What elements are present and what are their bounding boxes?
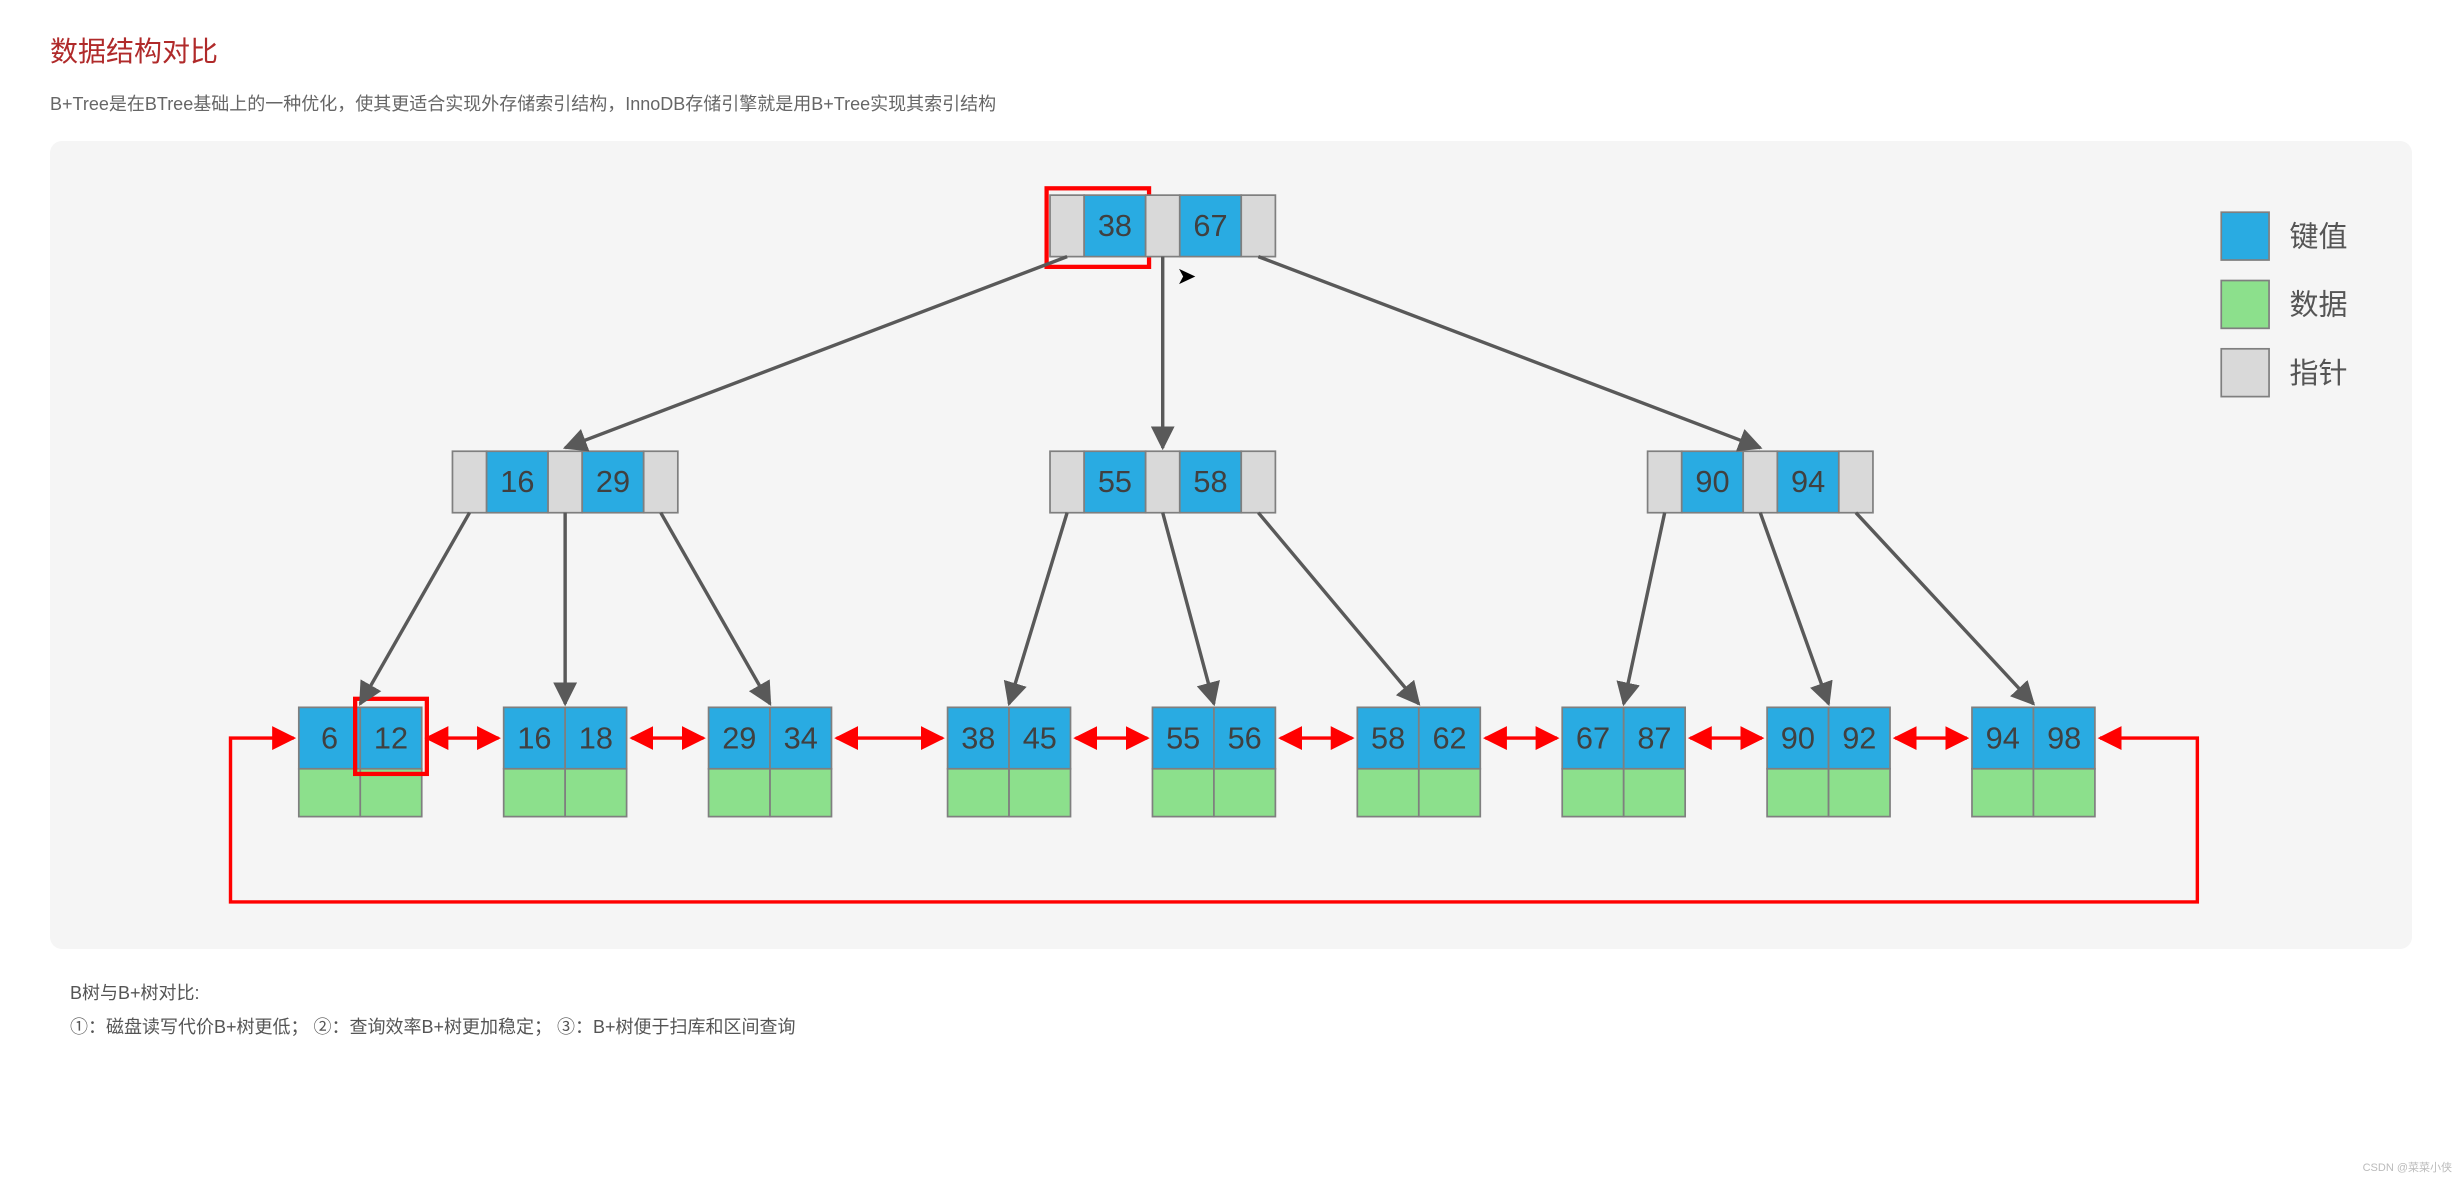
- svg-text:94: 94: [1986, 720, 2020, 755]
- svg-text:12: 12: [374, 720, 408, 755]
- comparison-heading: B树与B+树对比:: [70, 979, 2412, 1005]
- svg-text:67: 67: [1193, 208, 1227, 243]
- svg-text:➤: ➤: [1176, 263, 1196, 290]
- svg-text:45: 45: [1023, 720, 1057, 755]
- svg-text:90: 90: [1781, 720, 1815, 755]
- svg-text:16: 16: [500, 464, 534, 499]
- svg-text:34: 34: [784, 720, 818, 755]
- svg-text:94: 94: [1791, 464, 1825, 499]
- svg-text:98: 98: [2047, 720, 2081, 755]
- svg-text:18: 18: [579, 720, 613, 755]
- svg-text:38: 38: [961, 720, 995, 755]
- svg-text:58: 58: [1193, 464, 1227, 499]
- svg-text:58: 58: [1371, 720, 1405, 755]
- svg-text:62: 62: [1432, 720, 1466, 755]
- svg-text:键值: 键值: [2290, 220, 2348, 253]
- svg-text:16: 16: [517, 720, 551, 755]
- svg-text:指针: 指针: [2290, 357, 2348, 390]
- svg-text:92: 92: [1842, 720, 1876, 755]
- svg-text:6: 6: [321, 720, 338, 755]
- comparison-block: B树与B+树对比: ①：磁盘读写代价B+树更低； ②：查询效率B+树更加稳定； …: [50, 979, 2412, 1039]
- svg-text:87: 87: [1637, 720, 1671, 755]
- svg-text:90: 90: [1695, 464, 1729, 499]
- svg-text:67: 67: [1576, 720, 1610, 755]
- diagram-container: 38 67 ➤ 16 29 55 58 90 94 6 12 16 18 29 34 38 45 55 56 58 62…: [50, 141, 2412, 949]
- svg-text:29: 29: [722, 720, 756, 755]
- comparison-items: ①：磁盘读写代价B+树更低； ②：查询效率B+树更加稳定； ③：B+树便于扫库和…: [70, 1013, 2412, 1039]
- svg-text:55: 55: [1098, 464, 1132, 499]
- svg-text:55: 55: [1166, 720, 1200, 755]
- svg-text:38: 38: [1098, 208, 1132, 243]
- bplus-tree-diagram: 38 67 ➤ 16 29 55 58 90 94 6 12 16 18 29 34 38 45 55 56 58 62…: [70, 161, 2392, 929]
- svg-text:数据: 数据: [2290, 289, 2348, 322]
- svg-text:56: 56: [1228, 720, 1262, 755]
- page-title: 数据结构对比: [50, 30, 2412, 70]
- page-subtitle: B+Tree是在BTree基础上的一种优化，使其更适合实现外存储索引结构，Inn…: [50, 90, 2412, 116]
- svg-text:29: 29: [596, 464, 630, 499]
- watermark: CSDN @菜菜小侠: [2363, 1159, 2452, 1175]
